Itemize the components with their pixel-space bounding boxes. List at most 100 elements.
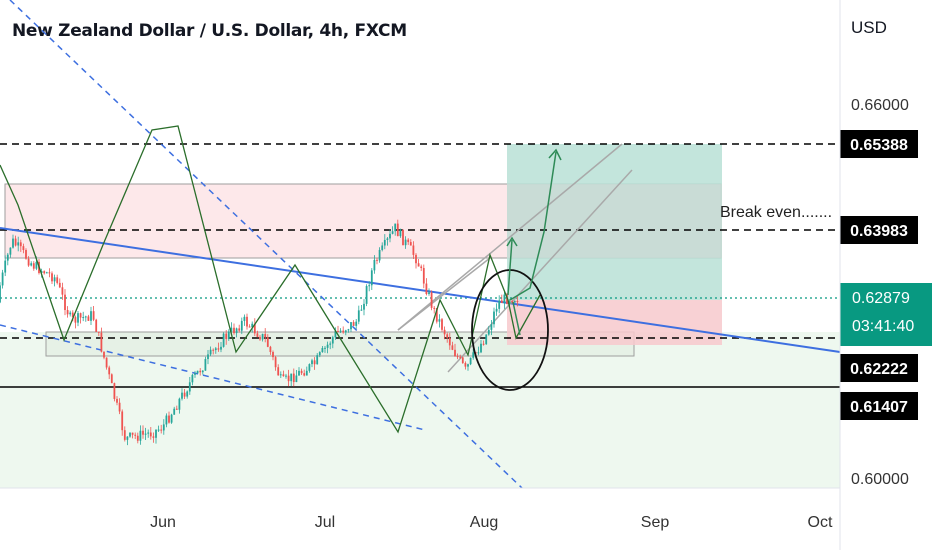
candle-body (251, 323, 254, 328)
candle-body (370, 270, 373, 286)
break-even-text: Break even....... (720, 204, 832, 221)
svg-text:0.61407: 0.61407 (850, 399, 908, 416)
channel-line-3[interactable] (397, 257, 491, 331)
candle-body (264, 333, 267, 338)
candle-body (456, 356, 459, 358)
candle-body (474, 352, 477, 354)
candle-body (113, 383, 116, 399)
candle-body (178, 398, 181, 410)
candle-body (1, 272, 4, 286)
candle-body (287, 375, 290, 382)
blue-dashed-downtrend-upper[interactable] (9, 0, 523, 489)
candle-body (243, 316, 246, 321)
candle-body (100, 332, 103, 352)
candle-body (136, 435, 139, 441)
overlap-zone (507, 184, 722, 258)
candle-body (9, 247, 12, 255)
candle-body (451, 345, 454, 350)
candle-body (425, 283, 428, 295)
candle-body (292, 373, 295, 383)
candle-body (282, 374, 285, 377)
candle-body (116, 398, 118, 403)
channel-line-2[interactable] (447, 169, 633, 373)
candle-body (342, 330, 345, 333)
candle-body (337, 331, 339, 333)
candle-body (121, 411, 124, 431)
candle-body (386, 238, 389, 240)
candle-body (415, 254, 417, 264)
candle-body (186, 391, 189, 397)
arrow-main-head (548, 148, 562, 161)
wave-path (0, 125, 541, 434)
candle-body (339, 330, 342, 332)
candle-body (428, 292, 430, 295)
candle-body (74, 317, 77, 323)
candle-body (157, 429, 160, 431)
candle-body (175, 408, 178, 410)
candle-body (19, 242, 22, 247)
candle-body (472, 352, 475, 358)
candle-body (22, 246, 25, 250)
candle-body (149, 432, 152, 437)
svg-text:0.63983: 0.63983 (850, 223, 908, 240)
candle-body (433, 307, 436, 309)
candle-body (357, 310, 360, 322)
candle-body (298, 370, 300, 376)
candle-body (360, 309, 363, 311)
blue-solid-trendline[interactable] (0, 227, 841, 353)
candle-body (207, 354, 209, 360)
candle-body (274, 357, 277, 368)
candle-body (503, 294, 506, 304)
candle-body (71, 312, 74, 318)
candle-body (27, 258, 30, 266)
candles-group (0, 219, 519, 446)
arrow-small[interactable] (507, 239, 513, 296)
candle-body (51, 273, 53, 282)
candle-body (87, 316, 90, 321)
candle-body (417, 263, 420, 267)
candle-body (305, 370, 308, 376)
candle-body (222, 333, 225, 347)
candle-body (82, 317, 85, 319)
arrow-main[interactable] (509, 151, 557, 301)
candle-body (331, 337, 334, 344)
candle-body (383, 239, 386, 246)
candle-body (396, 223, 399, 237)
last-price-label: 0.62879 03:41:40 (840, 283, 932, 346)
candle-body (412, 245, 415, 255)
candle-body (230, 327, 233, 332)
blue-dashed-downtrend-lower[interactable] (0, 324, 426, 431)
candle-body (58, 282, 61, 288)
candle-body (508, 300, 511, 304)
candle-body (201, 370, 204, 373)
candle-body (35, 261, 38, 269)
candle-body (290, 373, 293, 382)
candle-body (461, 357, 464, 364)
candle-body (170, 414, 173, 423)
price-label-065388: 0.65388 (840, 130, 918, 158)
candle-body (123, 430, 126, 440)
candle-body (438, 319, 441, 322)
candle-body (511, 300, 514, 303)
channel-line-1[interactable] (397, 143, 623, 331)
candle-body (238, 328, 241, 331)
candle-body (422, 268, 425, 284)
candle-body (181, 392, 183, 399)
candle-body (477, 352, 480, 354)
candle-body (69, 312, 72, 315)
candle-body (6, 254, 9, 261)
candle-body (435, 308, 438, 322)
candle-body (485, 334, 488, 345)
x-tick-jun: Jun (150, 514, 176, 531)
candle-body (173, 408, 176, 415)
candle-body (92, 311, 95, 320)
candle-body (500, 300, 503, 304)
candle-body (279, 374, 282, 376)
candle-body (448, 337, 451, 346)
candle-body (329, 343, 332, 345)
candle-body (90, 311, 92, 321)
candle-body (25, 249, 27, 259)
candle-body (225, 333, 228, 340)
candle-body (14, 238, 17, 246)
